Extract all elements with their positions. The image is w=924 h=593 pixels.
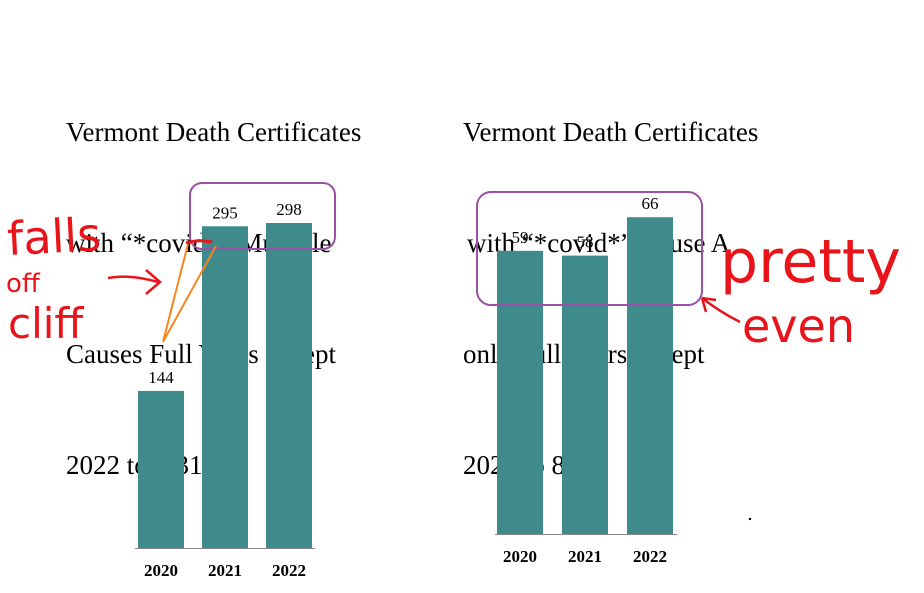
handwriting-off: off	[6, 269, 41, 299]
data-label-2020: 144	[148, 368, 174, 387]
highlight-box-right	[476, 191, 703, 306]
bar-2022	[627, 217, 673, 534]
title-line: Vermont Death Certificates	[463, 117, 759, 147]
tick-label-2022: 2022	[633, 547, 667, 566]
bar-chart-right: 59 2020 58 2021 66 2022	[495, 194, 677, 566]
bar-2022	[266, 222, 312, 548]
handwritten-arrow-left-icon	[700, 296, 741, 324]
stray-dot	[748, 517, 752, 521]
highlight-box-left	[189, 182, 336, 250]
handwriting-cliff: cliff	[8, 299, 84, 348]
handwritten-arrow-right-icon	[107, 269, 162, 295]
bar-2020	[497, 250, 543, 535]
tick-label-2021: 2021	[568, 547, 602, 566]
cliff-mark	[185, 239, 213, 245]
tick-label-2020: 2020	[144, 561, 178, 580]
handwriting-even: even	[742, 299, 855, 353]
title-line: Vermont Death Certificates	[66, 117, 362, 147]
data-label-2020: 59	[512, 228, 529, 247]
data-label-2022: 298	[276, 200, 302, 219]
data-label-2021: 295	[212, 203, 238, 222]
bar-chart-left: 144 2020 295 2021 298 2022	[135, 200, 315, 580]
handwriting-pretty: pretty	[720, 227, 901, 297]
bar-2021	[202, 226, 248, 548]
data-label-2022: 66	[642, 194, 659, 213]
tick-label-2022: 2022	[272, 561, 306, 580]
bar-2020	[138, 390, 184, 548]
cliff-line	[162, 243, 217, 343]
tick-label-2020: 2020	[503, 547, 537, 566]
data-label-2021: 58	[577, 233, 594, 252]
bar-2021	[562, 255, 608, 534]
tick-label-2021: 2021	[208, 561, 242, 580]
handwriting-falls: falls	[6, 207, 103, 266]
